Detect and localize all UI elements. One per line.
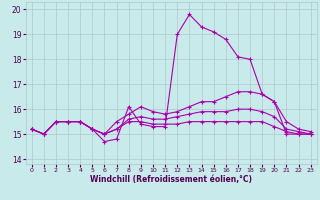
X-axis label: Windchill (Refroidissement éolien,°C): Windchill (Refroidissement éolien,°C) bbox=[90, 175, 252, 184]
